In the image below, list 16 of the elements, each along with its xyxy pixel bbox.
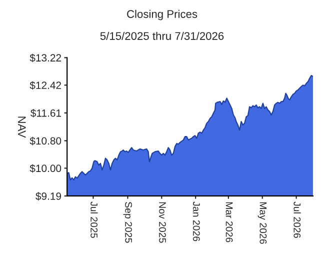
y-axis-title: NAV xyxy=(18,116,26,138)
x-tick-label: Jan 2026 xyxy=(192,202,200,242)
x-tick-label: Jul 2025 xyxy=(90,202,98,238)
y-tick-label: $12.42 xyxy=(30,81,61,90)
y-tick-label: $11.61 xyxy=(30,108,62,118)
y-tick-label: $9.19 xyxy=(36,192,62,200)
x-tick-label: Jul 2026 xyxy=(294,202,301,238)
x-tick-label: May 2026 xyxy=(258,202,267,244)
x-tick-label: Mar 2026 xyxy=(226,202,233,242)
chart-subtitle: 5/15/2025 thru 7/31/2026 xyxy=(100,32,224,40)
y-tick-label: $13.22 xyxy=(30,54,61,62)
x-tick-label: Nov 2025 xyxy=(159,202,166,243)
x-tick-label: Sep 2025 xyxy=(123,202,132,243)
chart-title: Closing Prices xyxy=(127,10,198,20)
y-tick-label: $10.00 xyxy=(30,164,62,173)
y-tick-label: $10.80 xyxy=(30,136,62,146)
